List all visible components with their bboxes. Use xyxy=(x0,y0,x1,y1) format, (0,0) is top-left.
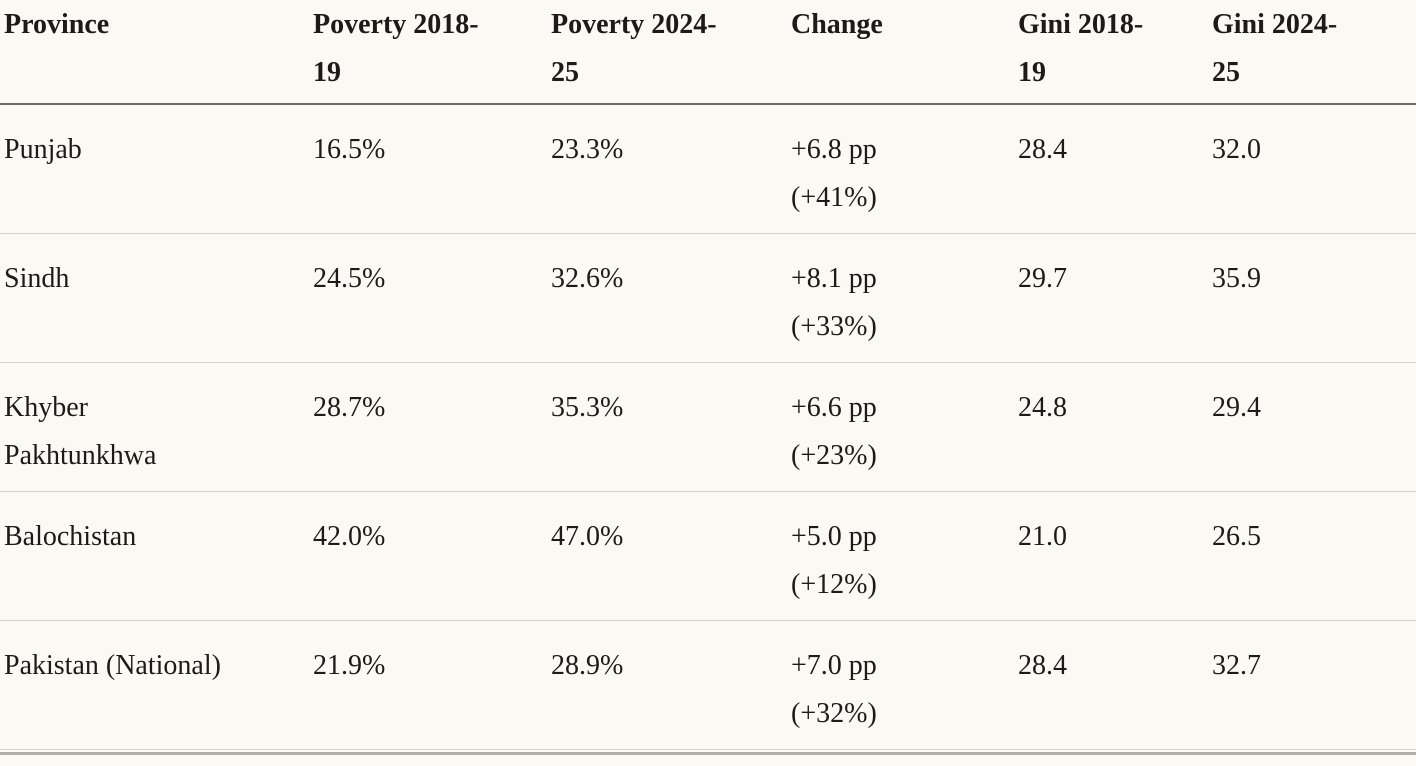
cell-poverty-2018-19: 24.5% xyxy=(312,233,550,363)
cell-poverty-2024-25: 28.9% xyxy=(550,620,790,750)
change-pct: (+41%) xyxy=(791,182,877,213)
change-pp: +8.1 pp xyxy=(791,262,877,294)
cell-poverty-2018-19: 21.9% xyxy=(312,620,550,750)
column-header-change: Change xyxy=(790,0,1017,105)
cell-gini-2018-19: 21.0 xyxy=(1017,491,1211,621)
cell-gini-2018-19: 29.7 xyxy=(1017,233,1211,363)
cell-gini-2018-19: 28.4 xyxy=(1017,104,1211,234)
table-row: Balochistan 42.0% 47.0% +5.0 pp (+12%) 2… xyxy=(0,491,1416,621)
change-pp: +5.0 pp xyxy=(791,520,877,552)
table-row: Sindh 24.5% 32.6% +8.1 pp (+33%) 29.7 35… xyxy=(0,233,1416,363)
cell-poverty-2024-25: 23.3% xyxy=(550,104,790,234)
table-bottom-rule xyxy=(0,751,1416,755)
poverty-gini-table: Province Poverty 2018-19 Poverty 2024-25… xyxy=(0,0,1416,750)
cell-change: +5.0 pp (+12%) xyxy=(790,491,1017,621)
table-row: Punjab 16.5% 23.3% +6.8 pp (+41%) 28.4 3… xyxy=(0,104,1416,234)
change-pct: (+32%) xyxy=(791,697,877,729)
change-pct: (+23%) xyxy=(791,439,877,471)
change-pp: +6.8 pp xyxy=(791,134,877,165)
cell-gini-2018-19: 24.8 xyxy=(1017,362,1211,492)
cell-poverty-2024-25: 32.6% xyxy=(550,233,790,363)
column-header-poverty-2024-25: Poverty 2024-25 xyxy=(550,0,790,105)
cell-province: Khyber Pakhtunkhwa xyxy=(0,362,312,492)
table-header-row: Province Poverty 2018-19 Poverty 2024-25… xyxy=(0,0,1416,105)
column-header-province: Province xyxy=(0,0,312,105)
column-header-poverty-2018-19: Poverty 2018-19 xyxy=(312,0,550,105)
cell-change: +8.1 pp (+33%) xyxy=(790,233,1017,363)
table-row: Khyber Pakhtunkhwa 28.7% 35.3% +6.6 pp (… xyxy=(0,362,1416,492)
change-pp: +7.0 pp xyxy=(791,649,877,681)
column-header-gini-2018-19: Gini 2018-19 xyxy=(1017,0,1211,105)
cell-province: Sindh xyxy=(0,233,312,363)
cell-poverty-2024-25: 35.3% xyxy=(550,362,790,492)
cell-gini-2024-25: 35.9 xyxy=(1211,233,1416,363)
cell-gini-2024-25: 26.5 xyxy=(1211,491,1416,621)
change-pp: +6.6 pp xyxy=(791,391,877,423)
cell-province: Punjab xyxy=(0,104,312,234)
cell-province: Pakistan (National) xyxy=(0,620,312,750)
cell-poverty-2018-19: 42.0% xyxy=(312,491,550,621)
column-header-gini-2024-25: Gini 2024-25 xyxy=(1211,0,1416,105)
cell-poverty-2018-19: 28.7% xyxy=(312,362,550,492)
cell-change: +7.0 pp (+32%) xyxy=(790,620,1017,750)
change-pct: (+33%) xyxy=(791,310,877,342)
cell-poverty-2018-19: 16.5% xyxy=(312,104,550,234)
cell-poverty-2024-25: 47.0% xyxy=(550,491,790,621)
change-pct: (+12%) xyxy=(791,568,877,600)
cell-change: +6.6 pp (+23%) xyxy=(790,362,1017,492)
cell-gini-2024-25: 32.7 xyxy=(1211,620,1416,750)
cell-change: +6.8 pp (+41%) xyxy=(790,104,1017,234)
cell-gini-2018-19: 28.4 xyxy=(1017,620,1211,750)
cell-province: Balochistan xyxy=(0,491,312,621)
table-row: Pakistan (National) 21.9% 28.9% +7.0 pp … xyxy=(0,620,1416,750)
cell-gini-2024-25: 32.0 xyxy=(1211,104,1416,234)
cell-gini-2024-25: 29.4 xyxy=(1211,362,1416,492)
